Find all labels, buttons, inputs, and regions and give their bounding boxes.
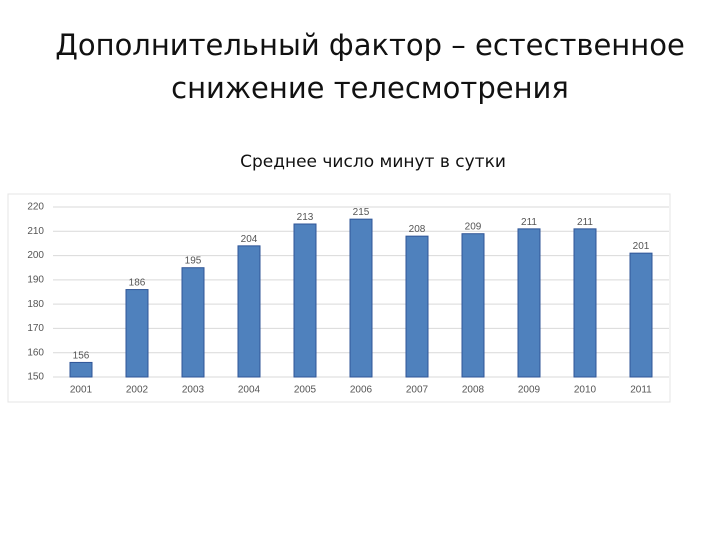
x-tick-label: 2003	[182, 385, 205, 396]
x-tick-label: 2006	[350, 385, 373, 396]
title-line: снижение телесмотрения	[171, 71, 569, 105]
value-label: 204	[241, 234, 258, 245]
value-label: 215	[353, 207, 370, 218]
value-label: 201	[633, 241, 650, 252]
x-tick-label: 2005	[294, 385, 317, 396]
bar	[629, 252, 653, 378]
bar	[237, 245, 261, 378]
bar	[181, 267, 205, 378]
bar	[349, 218, 373, 378]
value-label: 211	[521, 217, 537, 228]
value-label: 186	[129, 278, 146, 289]
value-label: 211	[577, 217, 593, 228]
title-line: Дополнительный фактор – естественное	[55, 28, 685, 62]
bar	[573, 228, 597, 378]
value-label: 208	[409, 224, 426, 235]
y-tick-label: 160	[27, 347, 44, 358]
bar	[125, 289, 149, 378]
x-tick-label: 2002	[126, 385, 149, 396]
x-tick-label: 2009	[518, 385, 541, 396]
x-tick-label: 2007	[406, 385, 429, 396]
bar	[461, 233, 485, 378]
bar	[405, 235, 429, 378]
value-label: 213	[297, 212, 314, 223]
x-tick-label: 2004	[238, 385, 261, 396]
y-tick-label: 200	[27, 250, 44, 261]
x-tick-label: 2010	[574, 385, 597, 396]
bar	[293, 223, 317, 378]
y-tick-label: 180	[27, 299, 44, 310]
y-tick-label: 220	[27, 202, 44, 213]
chart-frame	[7, 193, 671, 403]
y-tick-label: 150	[27, 372, 44, 383]
value-label: 156	[73, 350, 90, 361]
value-label: 195	[185, 256, 202, 267]
y-tick-label: 210	[27, 226, 44, 237]
x-tick-label: 2011	[630, 385, 652, 396]
x-tick-label: 2001	[70, 385, 93, 396]
y-tick-label: 190	[27, 274, 44, 285]
value-label: 209	[465, 222, 482, 233]
bar	[69, 361, 93, 378]
bar	[517, 228, 541, 378]
chart-subtitle: Среднее число минут в сутки	[240, 152, 506, 172]
y-tick-label: 170	[27, 323, 44, 334]
x-tick-label: 2008	[462, 385, 485, 396]
